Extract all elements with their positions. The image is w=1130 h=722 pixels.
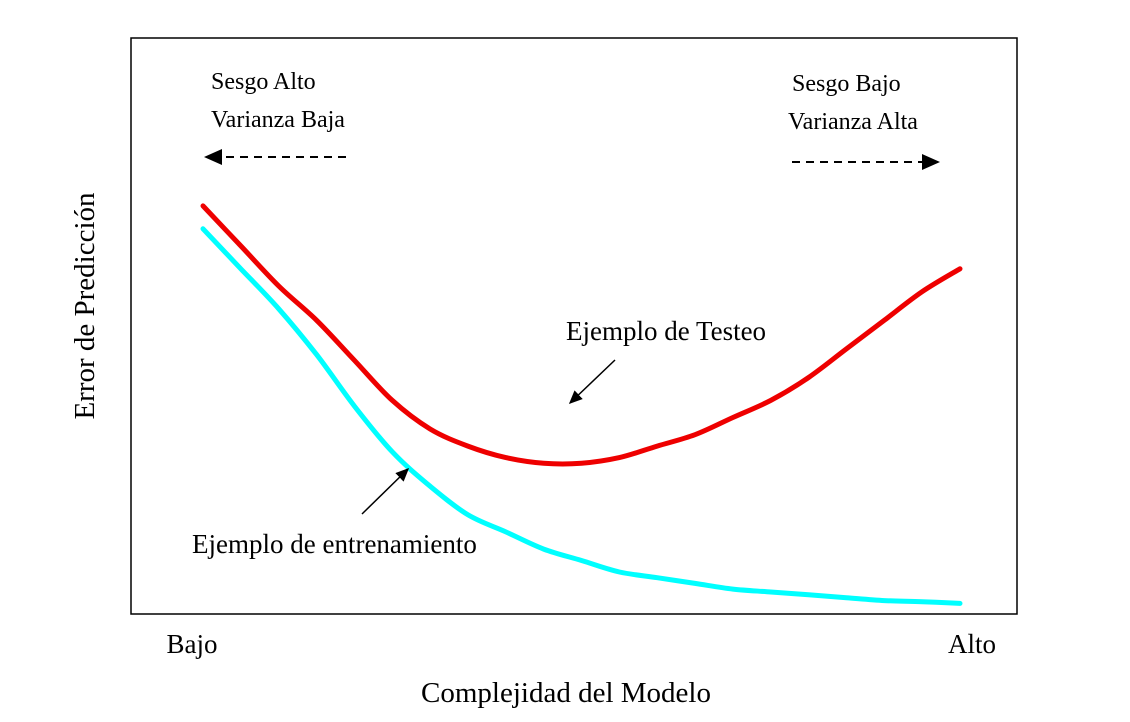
annotation-sesgo-alto: Sesgo Alto	[211, 69, 316, 95]
series-line-entrenamiento	[200, 226, 963, 606]
series-layer	[200, 203, 963, 606]
series-line-testeo	[200, 203, 963, 467]
x-tick-label-alto: Alto	[948, 629, 996, 659]
y-axis-label: Error de Predicción	[69, 192, 101, 420]
plot-frame	[130, 37, 1018, 615]
x-axis-label: Complejidad del Modelo	[421, 677, 711, 709]
arrow-testeo	[568, 359, 616, 405]
annotation-varianza-alta: Varianza Alta	[788, 109, 918, 135]
annotation-varianza-baja: Varianza Baja	[211, 107, 345, 133]
annotation-sesgo-bajo: Sesgo Bajo	[792, 71, 901, 97]
series-label-testeo: Ejemplo de Testeo	[566, 316, 766, 346]
series-label-entrenamiento: Ejemplo de entrenamiento	[192, 529, 477, 559]
x-tick-label-bajo: Bajo	[167, 629, 218, 659]
arrow-entrenamiento	[361, 467, 410, 515]
